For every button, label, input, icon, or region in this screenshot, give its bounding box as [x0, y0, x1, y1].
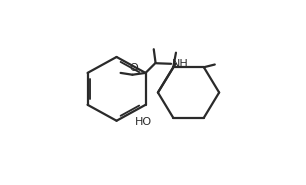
Text: O: O: [129, 63, 138, 73]
Text: HO: HO: [135, 117, 152, 127]
Text: NH: NH: [172, 59, 189, 69]
